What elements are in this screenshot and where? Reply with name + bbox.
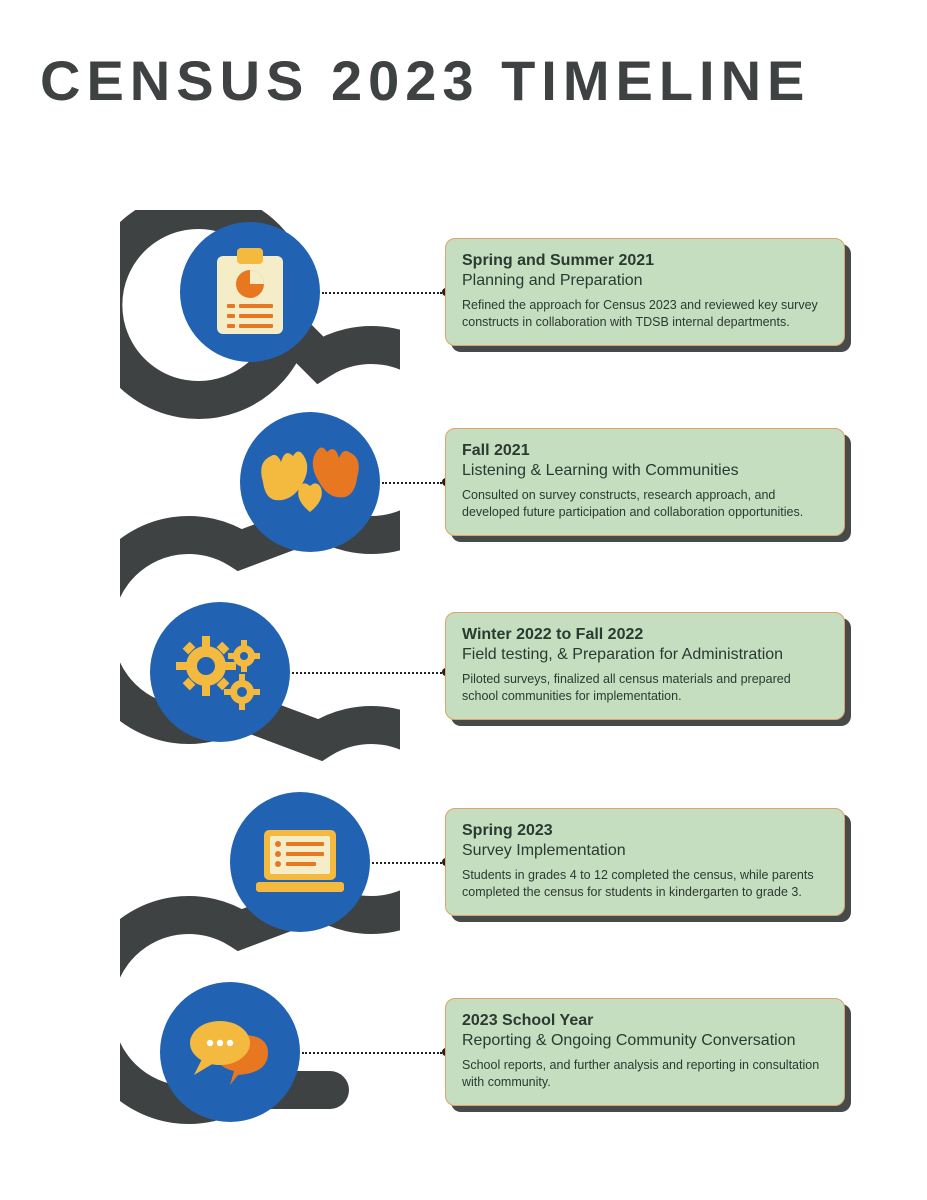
- timeline-card-5: 2023 School Year Reporting & Ongoing Com…: [445, 998, 845, 1106]
- speech-bubbles-icon: [180, 1009, 280, 1095]
- connector-2: [382, 482, 442, 484]
- timeline-name: Survey Implementation: [462, 841, 828, 861]
- timeline-card-3: Winter 2022 to Fall 2022 Field testing, …: [445, 612, 845, 720]
- timeline-period: Spring and Summer 2021: [462, 251, 828, 271]
- timeline-desc: School reports, and further analysis and…: [462, 1057, 828, 1091]
- page-title: CENSUS 2023 TIMELINE: [40, 48, 810, 113]
- gears-icon: [170, 622, 270, 722]
- connector-1: [322, 292, 442, 294]
- timeline-card-2: Fall 2021 Listening & Learning with Comm…: [445, 428, 845, 536]
- timeline-desc: Consulted on survey constructs, research…: [462, 487, 828, 521]
- timeline-period: Spring 2023: [462, 821, 828, 841]
- timeline-desc: Students in grades 4 to 12 completed the…: [462, 867, 828, 901]
- timeline-name: Listening & Learning with Communities: [462, 461, 828, 481]
- timeline-card-4: Spring 2023 Survey Implementation Studen…: [445, 808, 845, 916]
- timeline-name: Planning and Preparation: [462, 271, 828, 291]
- timeline-node-1: [180, 222, 320, 362]
- timeline-card-1: Spring and Summer 2021 Planning and Prep…: [445, 238, 845, 346]
- timeline-name: Field testing, & Preparation for Adminis…: [462, 645, 828, 665]
- timeline-node-2: [240, 412, 380, 552]
- timeline-desc: Piloted surveys, finalized all census ma…: [462, 671, 828, 705]
- timeline-node-3: [150, 602, 290, 742]
- hands-heart-icon: [255, 442, 365, 522]
- timeline-node-4: [230, 792, 370, 932]
- timeline-period: 2023 School Year: [462, 1011, 828, 1031]
- timeline-node-5: [160, 982, 300, 1122]
- clipboard-chart-icon: [209, 246, 291, 338]
- connector-3: [292, 672, 442, 674]
- connector-4: [372, 862, 442, 864]
- timeline-period: Fall 2021: [462, 441, 828, 461]
- laptop-checklist-icon: [250, 824, 350, 900]
- timeline-desc: Refined the approach for Census 2023 and…: [462, 297, 828, 331]
- timeline-name: Reporting & Ongoing Community Conversati…: [462, 1031, 828, 1051]
- timeline-period: Winter 2022 to Fall 2022: [462, 625, 828, 645]
- connector-5: [302, 1052, 442, 1054]
